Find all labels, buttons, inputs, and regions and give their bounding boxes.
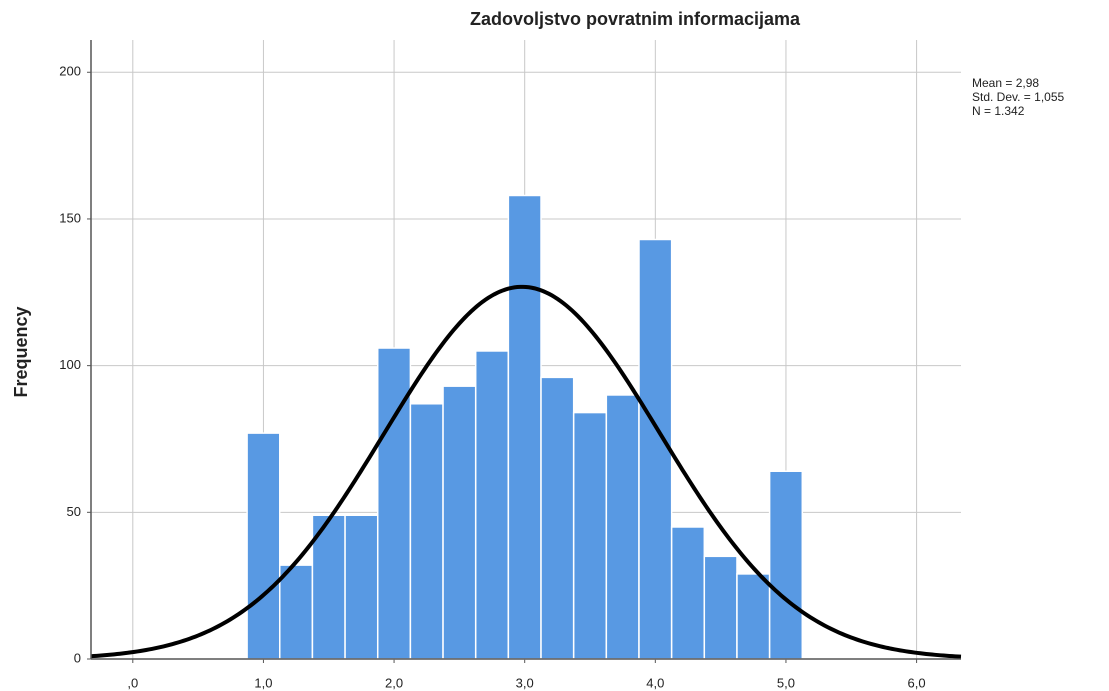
y-tick-label: 200: [59, 64, 81, 79]
y-tick-label: 0: [74, 650, 81, 665]
y-axis-label: Frequency: [11, 306, 31, 397]
bar: [376, 347, 412, 660]
x-tick-label: 1,0: [254, 675, 272, 690]
bar: [279, 564, 314, 660]
bar: [442, 385, 477, 660]
bar: [572, 411, 608, 660]
x-tick-label: 2,0: [385, 675, 403, 690]
bar: [474, 350, 510, 660]
x-tick-label: 3,0: [516, 675, 534, 690]
x-tick-label: ,0: [127, 675, 138, 690]
stats-label: Mean = 2,98: [972, 76, 1039, 90]
y-tick-label: 50: [67, 504, 81, 519]
y-tick-label: 150: [59, 210, 81, 225]
chart-title: Zadovoljstvo povratnim informacijama: [470, 9, 801, 29]
normal-curve: [90, 284, 962, 659]
bar: [409, 403, 444, 660]
bar: [344, 514, 379, 660]
bar: [670, 526, 706, 660]
bar: [736, 573, 771, 660]
bar: [703, 555, 738, 660]
bar: [638, 238, 673, 660]
bar: [605, 394, 640, 660]
bar: [540, 376, 575, 660]
bar: [311, 514, 346, 660]
x-tick-label: 4,0: [646, 675, 664, 690]
stats-label: N = 1.342: [972, 104, 1025, 118]
bar: [768, 470, 804, 660]
bar: [246, 432, 281, 660]
y-tick-label: 100: [59, 357, 81, 372]
x-tick-label: 5,0: [777, 675, 795, 690]
x-tick-label: 6,0: [908, 675, 926, 690]
bar: [507, 194, 542, 660]
stats-label: Std. Dev. = 1,055: [972, 90, 1064, 104]
